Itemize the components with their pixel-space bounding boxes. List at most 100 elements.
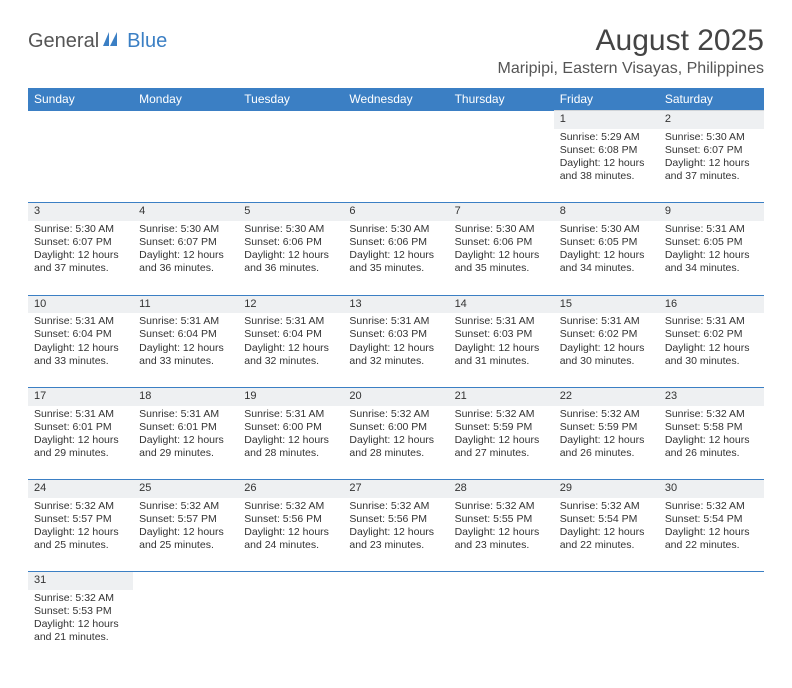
- sunrise-text: Sunrise: 5:31 AM: [34, 315, 127, 328]
- day-number-cell: [343, 111, 448, 129]
- sunset-text: Sunset: 6:04 PM: [139, 328, 232, 341]
- day-content-cell: Sunrise: 5:32 AMSunset: 5:55 PMDaylight:…: [449, 498, 554, 572]
- day-content-row: Sunrise: 5:31 AMSunset: 6:01 PMDaylight:…: [28, 406, 764, 480]
- day-number-cell: 7: [449, 203, 554, 221]
- sunrise-text: Sunrise: 5:32 AM: [455, 500, 548, 513]
- daylight-text: Daylight: 12 hours and 32 minutes.: [349, 342, 442, 368]
- daylight-text: Daylight: 12 hours and 26 minutes.: [560, 434, 653, 460]
- daynum-row: 31: [28, 572, 764, 590]
- day-content-cell: Sunrise: 5:32 AMSunset: 5:59 PMDaylight:…: [554, 406, 659, 480]
- sunset-text: Sunset: 5:56 PM: [244, 513, 337, 526]
- day-content-cell: Sunrise: 5:32 AMSunset: 6:00 PMDaylight:…: [343, 406, 448, 480]
- sunrise-text: Sunrise: 5:31 AM: [139, 408, 232, 421]
- sunset-text: Sunset: 6:04 PM: [244, 328, 337, 341]
- day-number-cell: [659, 572, 764, 590]
- day-number-cell: 4: [133, 203, 238, 221]
- day-content-cell: [449, 129, 554, 203]
- sunset-text: Sunset: 6:01 PM: [34, 421, 127, 434]
- daylight-text: Daylight: 12 hours and 29 minutes.: [139, 434, 232, 460]
- daylight-text: Daylight: 12 hours and 29 minutes.: [34, 434, 127, 460]
- day-number-cell: 27: [343, 480, 448, 498]
- sunset-text: Sunset: 5:59 PM: [560, 421, 653, 434]
- day-content-row: Sunrise: 5:29 AMSunset: 6:08 PMDaylight:…: [28, 129, 764, 203]
- header: General Blue August 2025 Maripipi, Easte…: [28, 24, 764, 86]
- sunset-text: Sunset: 5:59 PM: [455, 421, 548, 434]
- sunrise-text: Sunrise: 5:30 AM: [139, 223, 232, 236]
- day-number-cell: [133, 111, 238, 129]
- day-content-row: Sunrise: 5:32 AM Sunset: 5:57 PM Daylight:…: [28, 498, 764, 572]
- daylight-text: Daylight: 12 hours and 34 minutes.: [560, 249, 653, 275]
- sunrise-text: Sunrise: 5:32 AM: [455, 408, 548, 421]
- sunset-text: Sunset: 6:08 PM: [560, 144, 653, 157]
- sunrise-text: Sunrise: 5:30 AM: [455, 223, 548, 236]
- daylight-text: Daylight: 12 hours and 21 minutes.: [34, 618, 127, 644]
- sunrise-text: Sunrise: 5:29 AM: [560, 131, 653, 144]
- day-number-cell: 15: [554, 295, 659, 313]
- day-number-cell: 25: [133, 480, 238, 498]
- sunset-text: Sunset: 6:06 PM: [244, 236, 337, 249]
- day-number-cell: [449, 111, 554, 129]
- sunset-text: Sunset: 6:02 PM: [560, 328, 653, 341]
- day-content-cell: Sunrise: 5:30 AMSunset: 6:06 PMDaylight:…: [449, 221, 554, 295]
- sunrise-text: Sunrise: 5:32 AM: [665, 408, 758, 421]
- daylight-text: Daylight: 12 hours and 35 minutes.: [455, 249, 548, 275]
- day-number-cell: [449, 572, 554, 590]
- daylight-text: Daylight: 12 hours and 34 minutes.: [665, 249, 758, 275]
- sunset-text: Sunset: 5:57 PM: [34, 513, 127, 526]
- daylight-text: Daylight: 12 hours and 37 minutes.: [34, 249, 127, 275]
- sunrise-text: Sunrise: 5:32 AM: [665, 500, 758, 513]
- day-number-cell: 9: [659, 203, 764, 221]
- day-number-cell: 5: [238, 203, 343, 221]
- sunrise-text: Sunrise: 5:31 AM: [455, 315, 548, 328]
- sunset-text: Sunset: 6:00 PM: [349, 421, 442, 434]
- sunrise-text: Sunrise: 5:31 AM: [34, 408, 127, 421]
- sunrise-text: Sunrise: 5:30 AM: [560, 223, 653, 236]
- daylight-text: Daylight: 12 hours and 32 minutes.: [244, 342, 337, 368]
- sunrise-text: Sunrise: 5:30 AM: [244, 223, 337, 236]
- day-content-cell: [28, 129, 133, 203]
- daylight-text: Daylight: 12 hours and 35 minutes.: [349, 249, 442, 275]
- sunrise-text: Sunrise: 5:31 AM: [560, 315, 653, 328]
- daylight-text: Daylight: 12 hours and 30 minutes.: [665, 342, 758, 368]
- sunrise-text: Sunrise: 5:30 AM: [34, 223, 127, 236]
- sunrise-text: Sunrise: 5:30 AM: [665, 131, 758, 144]
- day-content-cell: Sunrise: 5:31 AMSunset: 6:03 PMDaylight:…: [343, 313, 448, 387]
- day-content-cell: Sunrise: 5:32 AMSunset: 5:59 PMDaylight:…: [449, 406, 554, 480]
- day-content-cell: Sunrise: 5:30 AMSunset: 6:07 PMDaylight:…: [659, 129, 764, 203]
- day-content-cell: [659, 590, 764, 664]
- day-number-cell: [28, 111, 133, 129]
- dow-friday: Friday: [554, 88, 659, 111]
- sunset-text: Sunset: 6:00 PM: [244, 421, 337, 434]
- day-number-cell: 24: [28, 480, 133, 498]
- sunset-text: Sunset: 6:07 PM: [665, 144, 758, 157]
- day-content-cell: Sunrise: 5:30 AMSunset: 6:06 PMDaylight:…: [343, 221, 448, 295]
- day-content-cell: Sunrise: 5:30 AMSunset: 6:07 PMDaylight:…: [133, 221, 238, 295]
- day-content-cell: [133, 129, 238, 203]
- day-content-cell: Sunrise: 5:32 AMSunset: 5:54 PMDaylight:…: [659, 498, 764, 572]
- daylight-text: Daylight: 12 hours and 22 minutes.: [665, 526, 758, 552]
- day-content-cell: Sunrise: 5:31 AMSunset: 6:05 PMDaylight:…: [659, 221, 764, 295]
- sunset-text: Sunset: 5:57 PM: [139, 513, 232, 526]
- day-number-cell: 3: [28, 203, 133, 221]
- sunset-text: Sunset: 6:03 PM: [349, 328, 442, 341]
- day-content-row: Sunrise: 5:30 AMSunset: 6:07 PMDaylight:…: [28, 221, 764, 295]
- day-content-cell: [554, 590, 659, 664]
- logo-text-general: General: [28, 30, 99, 53]
- month-title: August 2025: [498, 24, 765, 58]
- sunset-text: Sunset: 6:04 PM: [34, 328, 127, 341]
- sunset-text: Sunset: 5:54 PM: [560, 513, 653, 526]
- day-content-cell: [238, 129, 343, 203]
- day-number-cell: [238, 572, 343, 590]
- day-number-cell: 8: [554, 203, 659, 221]
- daynum-row: 24252627282930: [28, 480, 764, 498]
- sunrise-text: Sunrise: 5:31 AM: [139, 315, 232, 328]
- day-number-cell: [554, 572, 659, 590]
- sunset-text: Sunset: 6:05 PM: [665, 236, 758, 249]
- day-content-row: Sunrise: 5:31 AMSunset: 6:04 PMDaylight:…: [28, 313, 764, 387]
- sunrise-text: Sunrise: 5:31 AM: [665, 315, 758, 328]
- sunrise-text: Sunrise: 5:32 AM: [560, 408, 653, 421]
- daylight-text: Daylight: 12 hours and 28 minutes.: [349, 434, 442, 460]
- day-content-cell: Sunrise: 5:32 AMSunset: 5:56 PMDaylight:…: [343, 498, 448, 572]
- sunrise-text: Sunrise: 5:31 AM: [244, 315, 337, 328]
- location-text: Maripipi, Eastern Visayas, Philippines: [498, 60, 765, 78]
